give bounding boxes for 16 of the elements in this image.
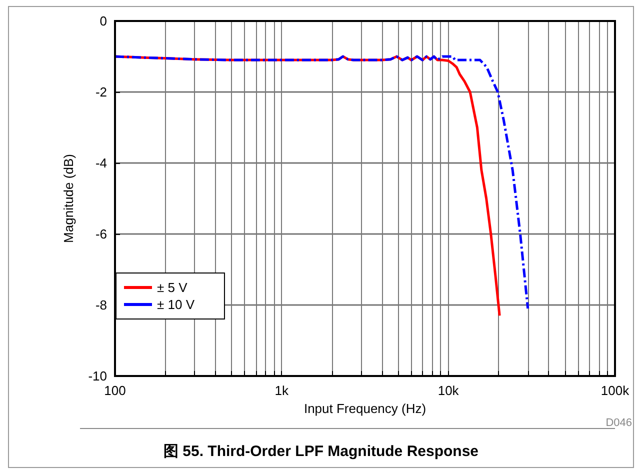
y-tick-label: -4 — [95, 156, 107, 170]
y-tick-label: -6 — [95, 226, 107, 242]
legend-label: ± 5 V — [157, 280, 188, 295]
x-axis-title: Input Frequency (Hz) — [304, 400, 426, 416]
legend-label: ± 10 V — [157, 297, 195, 312]
text: D046 — [606, 417, 632, 429]
x-tick-label: 1k — [274, 383, 290, 398]
x-tick-label: 100 — [104, 383, 126, 398]
y-axis-title: Magnitude (dB) — [61, 154, 76, 243]
x-tick-label: 100k — [600, 383, 630, 398]
y-tick-label: -10 — [88, 368, 107, 384]
y-tick-label: -8 — [95, 298, 107, 312]
text: 图 55. Third-Order LPF Magnitude Response — [162, 442, 480, 461]
y-tick-label: -2 — [95, 84, 107, 100]
y-tick-label: 0 — [100, 14, 107, 28]
x-tick-label: 10k — [438, 383, 460, 398]
